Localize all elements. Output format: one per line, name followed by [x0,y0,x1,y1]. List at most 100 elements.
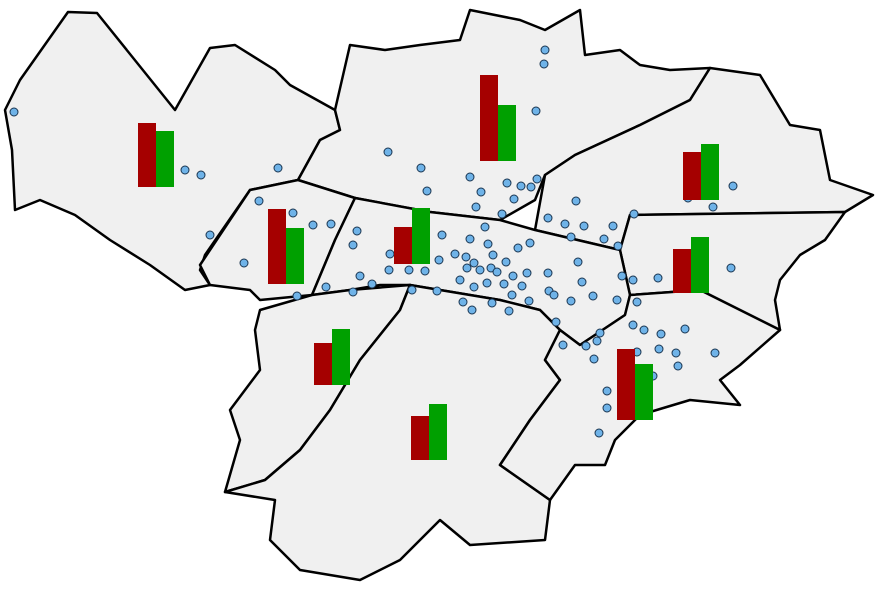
point [471,202,481,212]
point [507,290,517,300]
point [458,297,468,307]
point [404,265,414,275]
point [348,240,358,250]
point [385,249,395,259]
point [628,320,638,330]
bar [268,209,286,284]
point [560,219,570,229]
point [180,165,190,175]
point [522,268,532,278]
point [487,298,497,308]
point [461,252,471,262]
point [475,265,485,275]
point [525,238,535,248]
point [617,271,627,281]
bar [691,237,709,293]
point [480,222,490,232]
point [321,282,331,292]
point [671,348,681,358]
point [497,209,507,219]
point [420,266,430,276]
point [422,186,432,196]
point [571,196,581,206]
bar [617,349,635,420]
point [352,226,362,236]
bar [498,105,516,161]
point [465,172,475,182]
point [308,220,318,230]
bar [411,416,429,460]
point [508,271,518,281]
point [592,336,602,346]
point [653,273,663,283]
bar [673,249,691,293]
point [654,344,664,354]
point [532,174,542,184]
point [416,163,426,173]
bar [683,152,701,200]
point [434,255,444,265]
point [656,329,666,339]
point [469,282,479,292]
bar [480,75,498,161]
point [467,305,477,315]
point [384,265,394,275]
point [476,187,486,197]
point [599,234,609,244]
point [483,239,493,249]
point [526,182,536,192]
point [273,163,283,173]
point [628,275,638,285]
point [465,234,475,244]
points [9,45,738,438]
point [524,296,534,306]
point [292,291,302,301]
point [9,107,19,117]
point [595,328,605,338]
point [450,249,460,259]
point [437,230,447,240]
point [482,278,492,288]
districts [3,8,875,582]
point [577,277,587,287]
bar-charts [138,75,719,460]
point [680,324,690,334]
point [407,285,417,295]
point [602,403,612,413]
bar [701,144,719,200]
bar [635,364,653,420]
point [581,341,591,351]
point [543,213,553,223]
point [455,275,465,285]
point [594,428,604,438]
bar [314,343,332,385]
point [513,243,523,253]
point [509,194,519,204]
bar [429,404,447,460]
point [504,306,514,316]
point [629,209,639,219]
point [710,348,720,358]
point [543,268,553,278]
point [540,45,550,55]
point [589,354,599,364]
bar [412,208,430,264]
bar [156,131,174,187]
point [488,250,498,260]
point [558,340,568,350]
point [502,178,512,188]
point [639,325,649,335]
bar [138,123,156,187]
point [517,281,527,291]
point [348,287,358,297]
point [549,290,559,300]
point [196,170,206,180]
point [566,296,576,306]
point [501,257,511,267]
point [726,263,736,273]
point [492,267,502,277]
point [579,221,589,231]
point [462,263,472,273]
point [728,181,738,191]
